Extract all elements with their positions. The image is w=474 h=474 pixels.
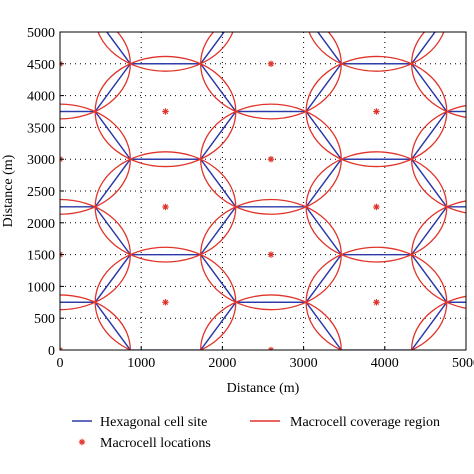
coverage-circle [97, 32, 234, 72]
macrocell-marker [60, 346, 64, 350]
macrocell-marker [267, 60, 275, 67]
x-tick-label: 3000 [290, 356, 318, 371]
legend-marker-label: Macrocell locations [100, 436, 211, 451]
macrocell-marker [373, 299, 380, 306]
y-tick-label: 500 [34, 312, 55, 327]
y-tick-label: 2500 [27, 185, 55, 200]
legend-marker-glyph [78, 438, 86, 446]
y-tick-label: 3000 [27, 153, 55, 168]
macrocell-marker [267, 156, 275, 163]
x-tick-label: 0 [57, 356, 64, 371]
y-tick-label: 4000 [27, 90, 55, 105]
x-tick-label: 5000 [452, 356, 474, 371]
axis-labels: 0 1000 2000 3000 4000 5000 0 500 1000 1500 2000 250… [27, 26, 474, 371]
x-tick-label: 2000 [208, 356, 236, 371]
macrocell-marker [162, 299, 169, 306]
y-tick-label: 4500 [27, 58, 55, 73]
y-tick-label: 1000 [27, 280, 55, 295]
legend: Hexagonal cell site Macrocell coverage r… [72, 415, 440, 451]
x-axis-title: Distance (m) [227, 381, 300, 396]
axis-ticks [59, 31, 467, 351]
y-tick-label: 0 [48, 344, 55, 359]
macrocell-marker [162, 203, 169, 211]
y-axis-title: Distance (m) [1, 154, 16, 227]
macrocell-marker [162, 108, 169, 115]
y-tick-label: 3500 [27, 121, 55, 136]
x-tick-label: 4000 [371, 356, 399, 371]
grid [60, 32, 466, 350]
x-tick-label: 1000 [127, 356, 155, 371]
macrocell-marker [373, 203, 380, 211]
y-tick-label: 5000 [27, 26, 55, 41]
legend-marker [78, 438, 86, 446]
macrocell-marker [267, 251, 275, 258]
coverage-circle [308, 32, 445, 72]
legend-hex-label: Hexagonal cell site [100, 415, 207, 430]
y-tick-label: 2000 [27, 217, 55, 232]
plot-data [60, 32, 466, 350]
macrocell-marker [373, 108, 380, 115]
macrocell-marker [267, 346, 275, 350]
legend-circle-label: Macrocell coverage region [290, 415, 440, 430]
y-tick-label: 1500 [27, 249, 55, 264]
